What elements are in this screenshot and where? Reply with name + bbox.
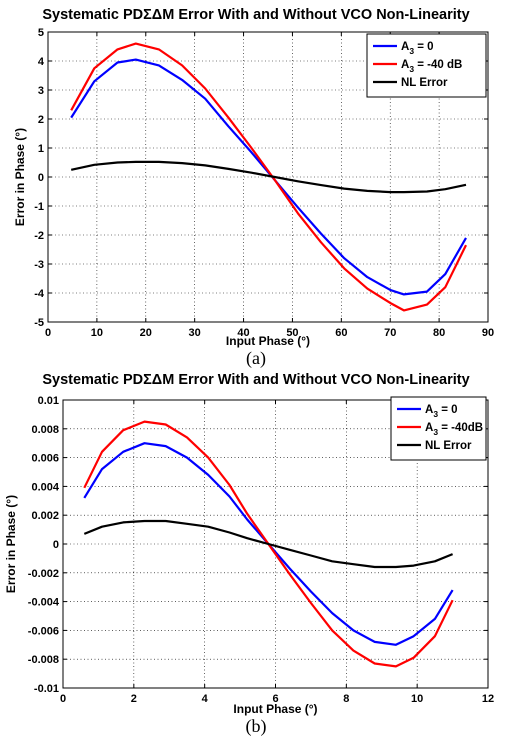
y-tick-label: -0.01: [34, 683, 59, 695]
y-tick-label: 0.002: [31, 510, 59, 522]
y-axis-label: Error in Phase (°): [13, 128, 27, 226]
x-tick-label: 70: [384, 327, 396, 339]
y-tick-label: 2: [38, 114, 44, 126]
chart-title: Systematic PDΣΔM Error With and Without …: [42, 7, 469, 23]
y-tick-label: 0.01: [38, 395, 59, 407]
x-tick-label: 4: [202, 693, 209, 705]
y-tick-label: -2: [34, 230, 44, 242]
x-axis-label: Input Phase (°): [226, 334, 310, 348]
x-tick-label: 8: [343, 693, 349, 705]
legend-label: NL Error: [401, 77, 448, 89]
legend-box: [390, 396, 487, 461]
x-tick-label: 20: [140, 327, 152, 339]
series-line-nl-error: [83, 519, 454, 569]
y-tick-label: -5: [34, 317, 44, 329]
legend-label: A3 = -40dB: [425, 422, 483, 437]
y-tick-label: 0: [38, 172, 44, 184]
y-tick-label: -0.008: [28, 654, 59, 666]
x-tick-label: 10: [411, 693, 423, 705]
y-tick-label: 3: [38, 85, 44, 97]
x-tick-label: 40: [237, 327, 249, 339]
y-tick-label: -3: [34, 259, 44, 271]
legend-box: [366, 33, 487, 98]
y-tick-label: 0: [53, 539, 59, 551]
legend-label: A3 = -40 dB: [401, 59, 462, 74]
y-tick-label: -1: [34, 201, 44, 213]
x-tick-label: 2: [131, 693, 137, 705]
x-tick-label: 0: [45, 327, 51, 339]
x-tick-label: 50: [286, 327, 298, 339]
x-tick-label: 10: [91, 327, 103, 339]
y-tick-label: 4: [38, 56, 45, 68]
series-line-nl-error: [70, 160, 467, 194]
chart-a: Systematic PDΣΔM Error With and Without …: [13, 7, 494, 369]
x-tick-label: 80: [433, 327, 445, 339]
y-tick-label: 0.006: [31, 453, 59, 465]
legend-label: A3 = 0: [401, 41, 434, 56]
x-tick-label: 12: [482, 693, 494, 705]
y-tick-label: -0.002: [28, 568, 59, 580]
y-tick-label: 0.004: [31, 481, 59, 493]
figure-caption: (a): [246, 348, 266, 369]
chart-title: Systematic PDΣΔM Error With and Without …: [42, 372, 469, 388]
x-tick-label: 90: [482, 327, 494, 339]
y-tick-label: 5: [38, 27, 44, 39]
x-tick-label: 30: [189, 327, 201, 339]
x-tick-label: 6: [272, 693, 278, 705]
legend-label: NL Error: [425, 440, 472, 452]
y-tick-label: -0.006: [28, 625, 59, 637]
x-tick-label: 60: [335, 327, 347, 339]
y-tick-label: -0.004: [28, 597, 60, 609]
chart-b: Systematic PDΣΔM Error With and Without …: [4, 372, 494, 737]
x-tick-label: 0: [60, 693, 66, 705]
series-line-a3-40db: [70, 42, 467, 312]
y-tick-label: 1: [38, 143, 44, 155]
y-tick-label: -4: [34, 288, 45, 300]
legend-label: A3 = 0: [425, 404, 458, 419]
x-axis-label: Input Phase (°): [233, 702, 317, 716]
figure-caption: (b): [246, 716, 267, 737]
y-axis-label: Error in Phase (°): [4, 495, 18, 593]
y-tick-label: 0.008: [31, 424, 59, 436]
